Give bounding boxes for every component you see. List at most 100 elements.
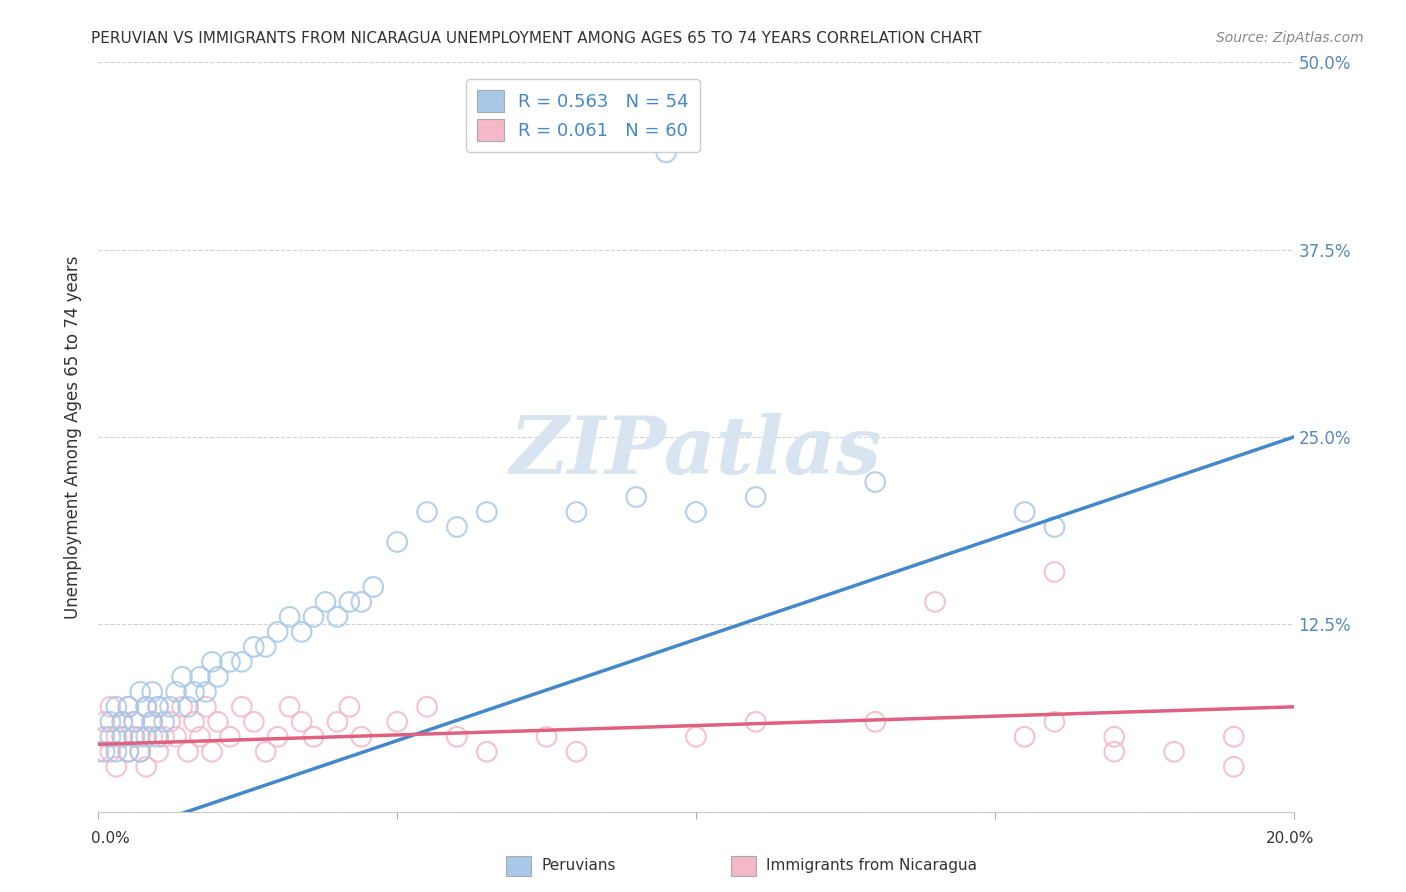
Point [111,714,134,729]
Point [98,745,122,759]
Point [201,655,224,669]
Point [475,745,498,759]
Point [117,745,139,759]
Point [148,699,170,714]
Point [165,730,187,744]
Point [924,595,946,609]
Point [326,610,349,624]
Point [117,745,139,759]
Point [446,520,468,534]
Point [278,610,301,624]
Point [1043,520,1066,534]
Point [124,730,146,744]
Point [685,730,707,744]
Point [135,760,157,774]
Point [141,685,163,699]
Point [195,699,218,714]
Point [183,685,205,699]
Point [87,745,110,759]
Point [117,699,139,714]
Point [124,714,146,729]
Point [129,730,152,744]
Point [135,730,157,744]
Point [385,714,409,729]
Point [172,699,194,714]
Text: Source: ZipAtlas.com: Source: ZipAtlas.com [1216,31,1364,45]
Point [1104,745,1126,759]
Point [148,699,170,714]
Point [141,730,163,744]
Point [141,714,163,729]
Point [188,730,211,744]
Point [350,595,373,609]
Point [111,730,134,744]
Point [207,714,229,729]
Text: Peruvians: Peruvians [541,858,616,872]
Point [129,745,152,759]
Point [177,699,200,714]
Point [135,699,157,714]
Text: Immigrants from Nicaragua: Immigrants from Nicaragua [766,858,977,872]
Point [201,745,224,759]
Point [129,685,152,699]
Point [1043,714,1066,729]
Point [98,699,122,714]
Point [363,580,385,594]
Point [124,714,146,729]
Point [302,610,325,624]
Point [165,685,187,699]
Point [1223,730,1246,744]
Point [865,714,887,729]
Point [195,685,218,699]
Point [183,714,205,729]
Point [93,730,115,744]
Point [267,730,290,744]
Point [626,490,648,504]
Point [141,714,163,729]
Point [111,714,134,729]
Text: 0.0%: 0.0% [91,831,131,846]
Point [148,745,170,759]
Point [565,505,588,519]
Point [655,145,678,160]
Point [172,670,194,684]
Text: 20.0%: 20.0% [1267,831,1315,846]
Point [267,624,290,639]
Point [254,745,277,759]
Point [536,730,558,744]
Point [1014,505,1036,519]
Point [745,714,768,729]
Point [129,745,152,759]
Point [685,505,707,519]
Point [105,745,128,759]
Point [153,714,176,729]
Point [416,505,439,519]
Point [219,655,242,669]
Point [278,699,301,714]
Point [231,699,253,714]
Point [302,730,325,744]
Point [159,699,181,714]
Point [243,714,266,729]
Point [105,699,128,714]
Point [243,640,266,654]
Point [93,714,115,729]
Point [339,595,361,609]
Point [1223,760,1246,774]
Point [148,730,170,744]
Point [231,655,253,669]
Point [326,714,349,729]
Point [565,745,588,759]
Point [416,699,439,714]
Point [188,670,211,684]
Point [865,475,887,489]
Point [254,640,277,654]
Point [350,730,373,744]
Point [153,730,176,744]
Y-axis label: Unemployment Among Ages 65 to 74 years: Unemployment Among Ages 65 to 74 years [65,255,83,619]
Legend: R = 0.563   N = 54, R = 0.061   N = 60: R = 0.563 N = 54, R = 0.061 N = 60 [465,79,700,152]
Point [117,699,139,714]
Point [207,670,229,684]
Point [98,730,122,744]
Text: PERUVIAN VS IMMIGRANTS FROM NICARAGUA UNEMPLOYMENT AMONG AGES 65 TO 74 YEARS COR: PERUVIAN VS IMMIGRANTS FROM NICARAGUA UN… [91,31,981,46]
